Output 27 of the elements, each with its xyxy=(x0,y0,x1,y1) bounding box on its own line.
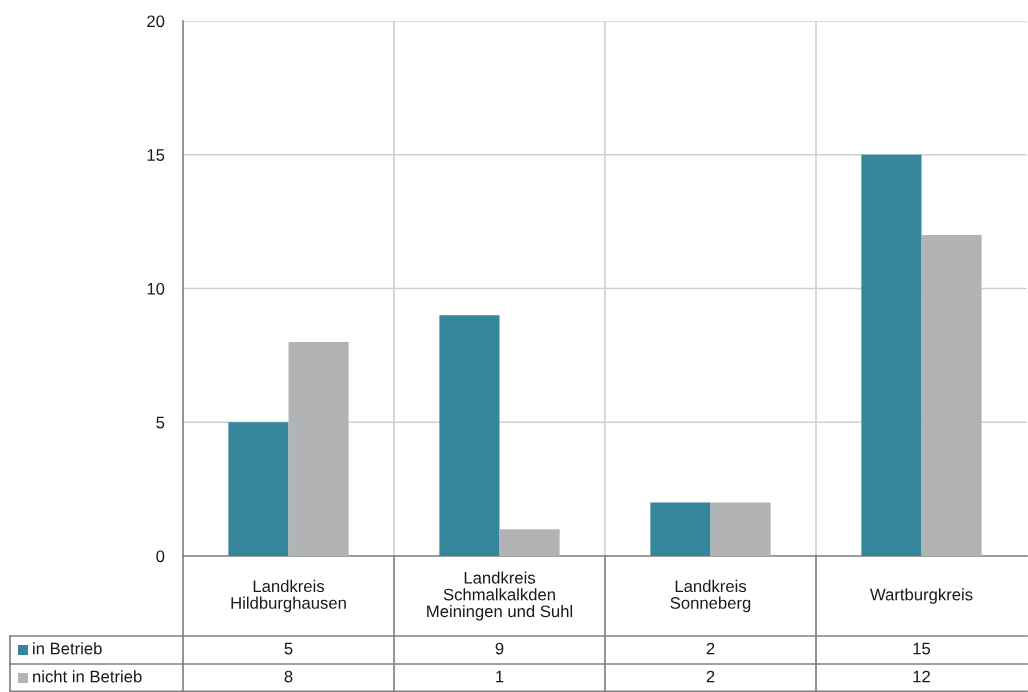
x-tick-label: Wartburgkreis xyxy=(870,588,973,604)
data-label: 8 xyxy=(284,670,293,683)
data-label: 2 xyxy=(706,670,715,683)
y-tick-label: 0 xyxy=(156,550,165,563)
bar xyxy=(650,502,711,556)
data-label: 1 xyxy=(496,670,504,683)
x-tick-label: Landkreis Sonneberg xyxy=(670,579,751,613)
bar xyxy=(439,315,500,556)
data-label: 12 xyxy=(913,670,930,683)
y-tick-label: 5 xyxy=(156,416,165,429)
legend-label: nicht in Betrieb xyxy=(33,670,142,683)
bar xyxy=(710,502,771,556)
x-tick-label: Landkreis Schmalkalkden Meiningen und Suhl xyxy=(427,571,573,621)
bar xyxy=(921,235,982,556)
data-label: 15 xyxy=(913,642,931,655)
bar xyxy=(288,342,349,556)
y-tick-label: 20 xyxy=(147,15,165,28)
bar xyxy=(499,529,560,556)
y-tick-label: 10 xyxy=(147,282,165,295)
legend-label: in Betrieb xyxy=(33,642,102,655)
data-label: 9 xyxy=(495,642,504,655)
bar xyxy=(861,154,922,556)
bar xyxy=(228,422,289,556)
y-tick-label: 15 xyxy=(147,149,165,161)
x-tick-label: Landkreis Hildburghausen xyxy=(231,579,346,613)
data-label: 5 xyxy=(284,642,293,655)
data-label: 2 xyxy=(706,642,715,655)
